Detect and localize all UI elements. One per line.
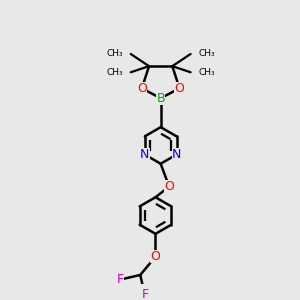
Text: CH₃: CH₃ <box>198 50 215 58</box>
Text: O: O <box>175 82 184 95</box>
Text: N: N <box>140 148 149 161</box>
Text: N: N <box>172 148 181 161</box>
Text: O: O <box>151 250 160 263</box>
Text: F: F <box>141 288 148 300</box>
Text: B: B <box>156 92 165 105</box>
Text: O: O <box>137 82 147 95</box>
Text: CH₃: CH₃ <box>198 68 215 77</box>
Text: CH₃: CH₃ <box>106 50 123 58</box>
Text: O: O <box>164 180 174 193</box>
Text: CH₃: CH₃ <box>106 68 123 77</box>
Text: F: F <box>117 273 124 286</box>
